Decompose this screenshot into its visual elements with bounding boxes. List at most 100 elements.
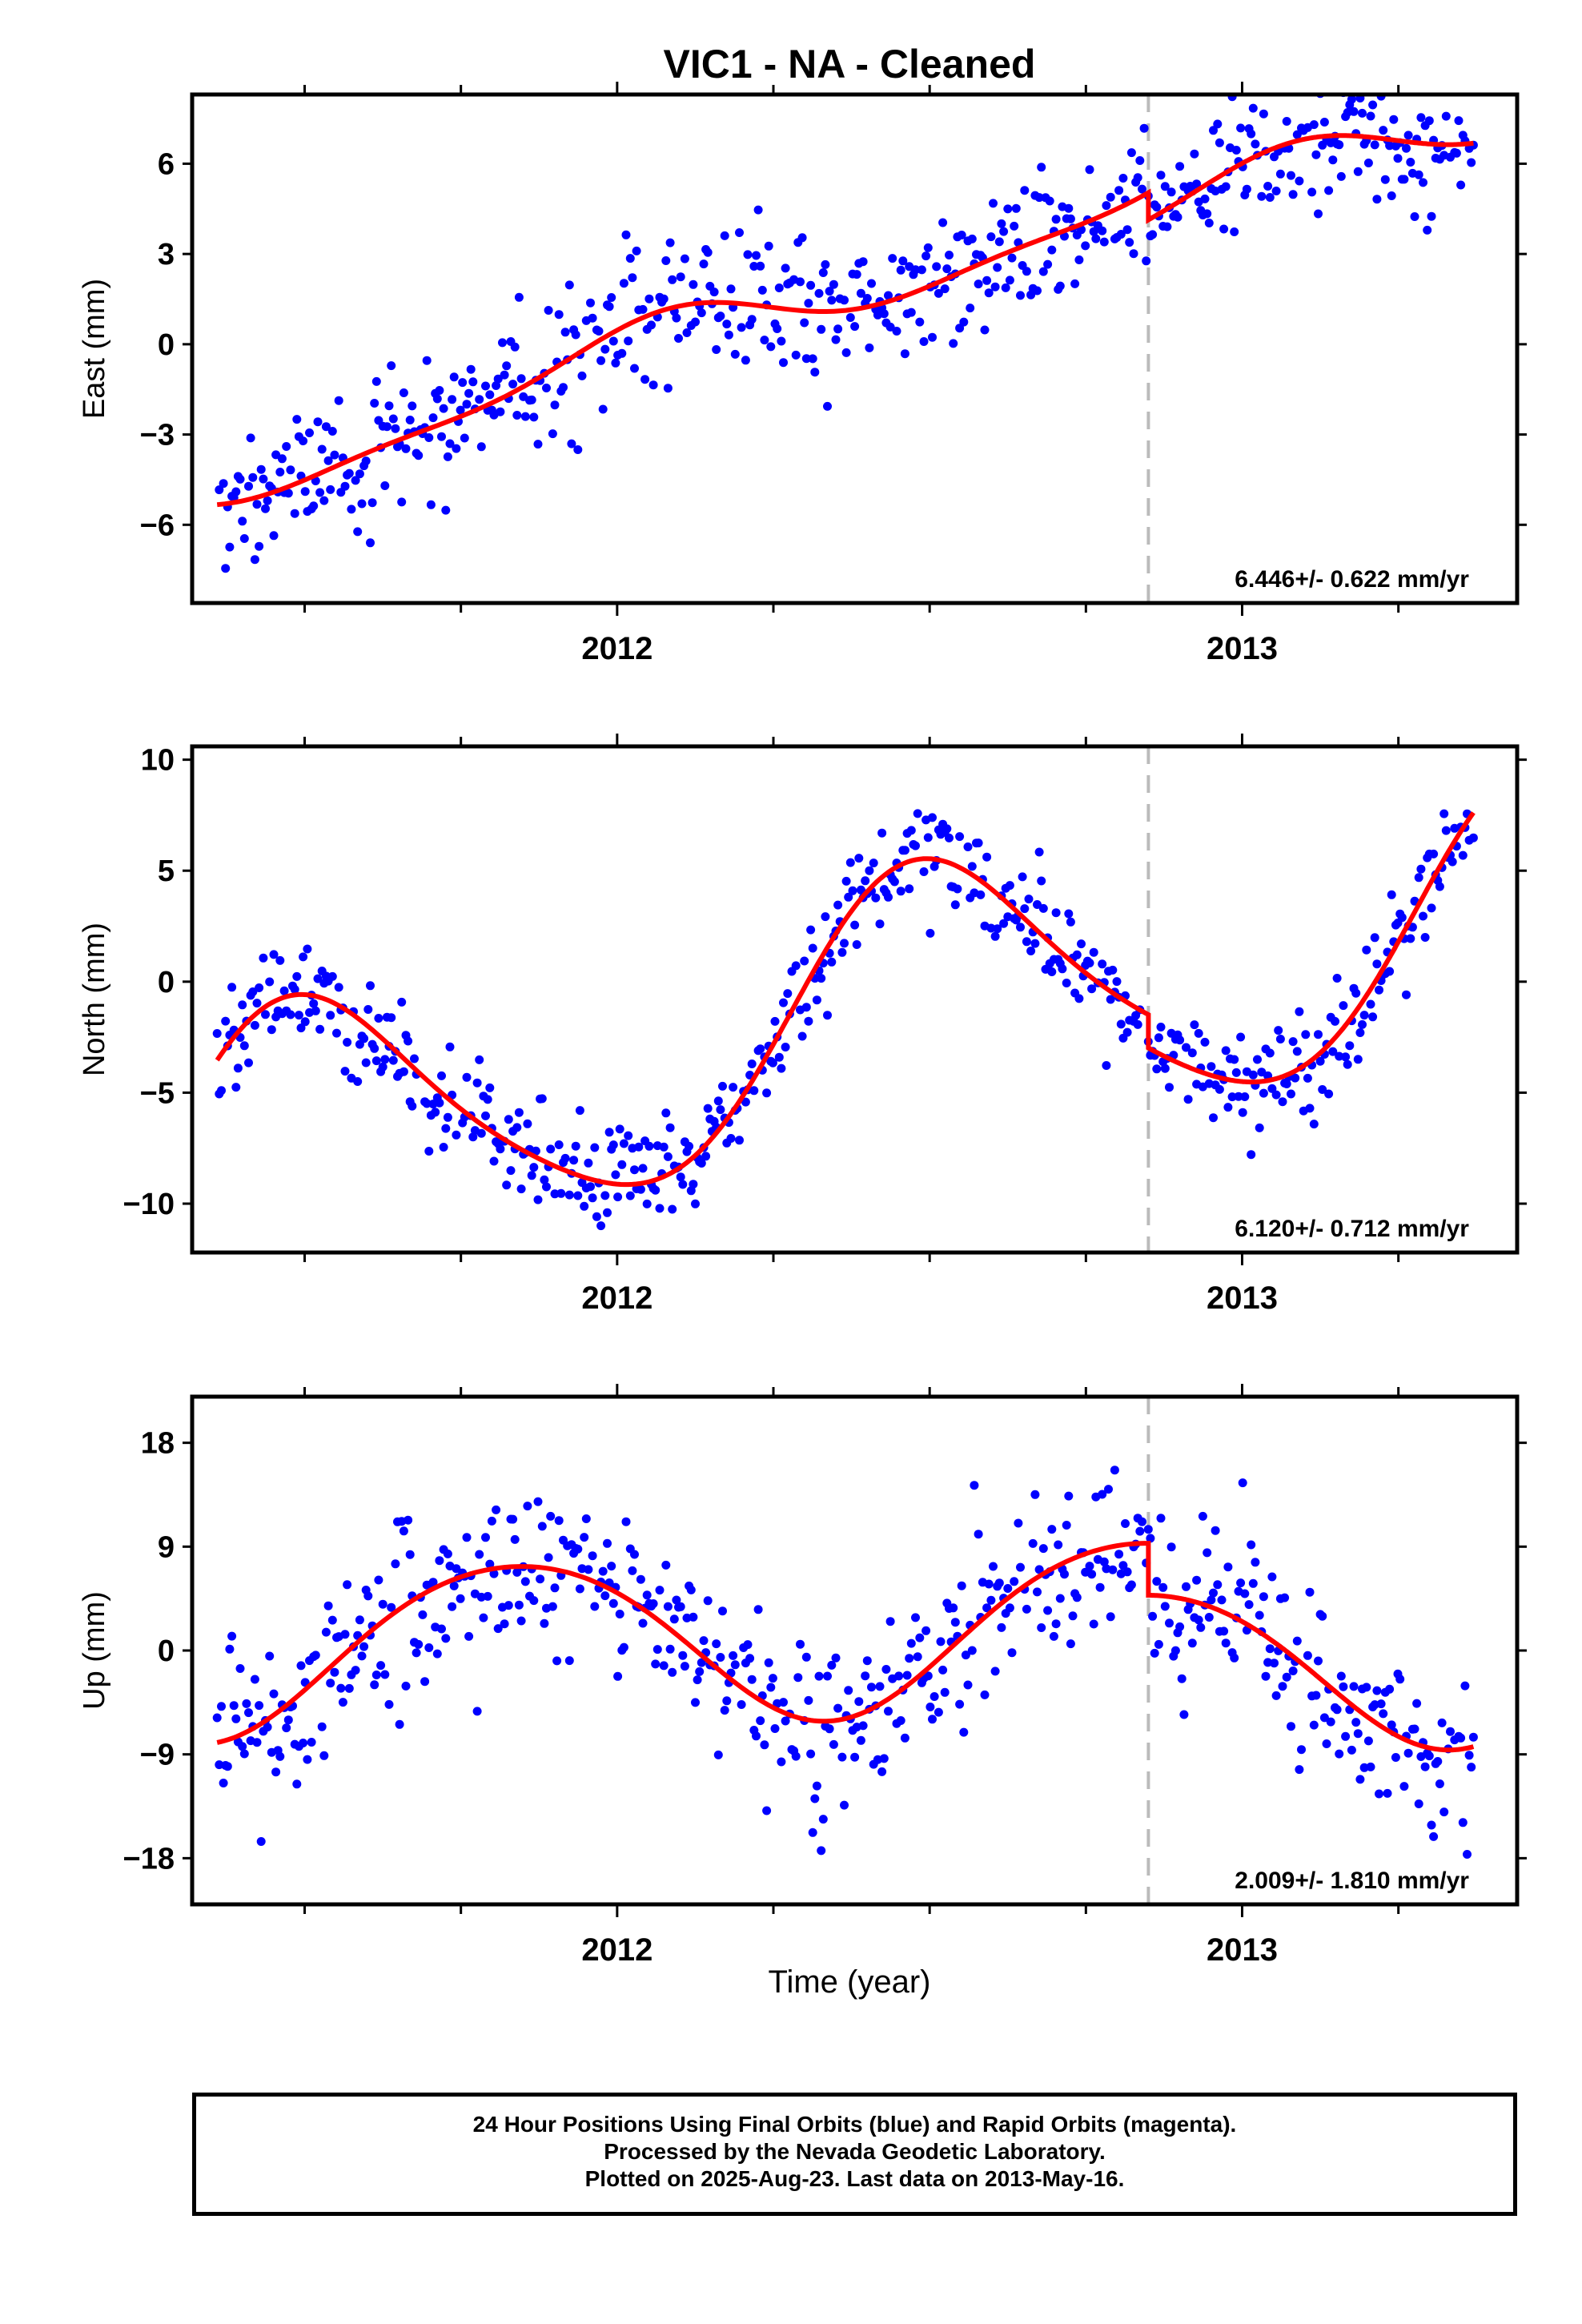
data-point bbox=[286, 465, 295, 475]
data-point bbox=[1005, 1603, 1014, 1613]
data-point bbox=[452, 1564, 461, 1574]
data-point bbox=[1412, 1699, 1422, 1708]
data-point bbox=[1248, 103, 1258, 113]
data-point bbox=[371, 376, 381, 386]
data-point bbox=[611, 1170, 620, 1180]
data-point bbox=[1196, 1622, 1206, 1632]
data-point bbox=[1217, 1595, 1227, 1605]
data-point bbox=[729, 1083, 738, 1092]
data-point bbox=[1305, 1104, 1315, 1113]
data-point bbox=[900, 1733, 909, 1743]
data-point bbox=[1133, 1019, 1142, 1029]
data-point bbox=[1399, 175, 1409, 184]
data-point bbox=[537, 1522, 547, 1531]
data-point bbox=[730, 349, 740, 359]
data-point bbox=[885, 322, 895, 332]
data-point bbox=[841, 876, 851, 886]
data-point bbox=[974, 279, 983, 289]
data-point bbox=[1108, 1565, 1118, 1574]
data-point bbox=[1242, 184, 1251, 194]
data-point bbox=[982, 852, 992, 862]
data-point bbox=[1187, 1638, 1197, 1648]
data-point bbox=[1251, 1558, 1260, 1567]
data-point bbox=[514, 292, 524, 302]
data-point bbox=[881, 1665, 891, 1674]
data-point bbox=[879, 1754, 889, 1763]
data-point bbox=[791, 1751, 801, 1761]
data-point bbox=[945, 833, 954, 842]
data-point bbox=[877, 828, 887, 838]
data-point bbox=[586, 1182, 595, 1192]
data-point bbox=[387, 1602, 396, 1612]
data-point bbox=[296, 1661, 306, 1671]
data-point bbox=[1038, 267, 1048, 276]
data-point bbox=[303, 1755, 312, 1764]
data-point bbox=[791, 961, 801, 971]
data-point bbox=[217, 1702, 226, 1711]
data-point bbox=[581, 1514, 591, 1523]
data-point bbox=[544, 1553, 553, 1562]
data-point bbox=[1376, 1699, 1386, 1709]
data-point bbox=[793, 1673, 803, 1683]
data-point bbox=[485, 1559, 495, 1569]
y-tick-label: −10 bbox=[123, 1188, 175, 1221]
data-point bbox=[1198, 1511, 1207, 1521]
data-point bbox=[1230, 1055, 1239, 1064]
data-point bbox=[590, 1143, 600, 1152]
data-point bbox=[1429, 849, 1439, 858]
data-point bbox=[1301, 1030, 1311, 1039]
model-line bbox=[216, 1541, 1475, 1753]
data-point bbox=[255, 1701, 264, 1711]
data-point bbox=[1375, 985, 1383, 995]
data-point bbox=[659, 1661, 669, 1671]
data-point bbox=[269, 950, 279, 959]
data-point bbox=[1341, 1731, 1351, 1741]
y-tick-label: −18 bbox=[123, 1842, 175, 1876]
data-point bbox=[1001, 283, 1010, 292]
data-point bbox=[1211, 1526, 1220, 1535]
data-point bbox=[823, 1011, 832, 1020]
data-point bbox=[464, 1631, 474, 1641]
data-point bbox=[1177, 1674, 1186, 1683]
data-point bbox=[475, 395, 484, 404]
data-point bbox=[989, 199, 998, 208]
data-point bbox=[299, 952, 308, 962]
data-point bbox=[888, 254, 897, 263]
data-point bbox=[630, 1165, 639, 1175]
data-point bbox=[1314, 1030, 1323, 1039]
data-point bbox=[808, 1827, 817, 1837]
data-point bbox=[713, 1096, 723, 1106]
data-point bbox=[351, 476, 360, 485]
data-point bbox=[1236, 1032, 1246, 1042]
data-point bbox=[818, 268, 828, 277]
data-point bbox=[286, 1010, 295, 1019]
data-point bbox=[672, 313, 681, 323]
data-point bbox=[1458, 1818, 1468, 1827]
data-point bbox=[1018, 872, 1027, 882]
x-tick-label: 2013 bbox=[1207, 1281, 1278, 1316]
data-point bbox=[779, 1698, 788, 1707]
data-point bbox=[508, 1514, 518, 1524]
data-point bbox=[1351, 988, 1361, 998]
data-point bbox=[913, 1652, 922, 1662]
data-point bbox=[1230, 227, 1239, 236]
y-tick-label: −6 bbox=[140, 509, 175, 542]
data-point bbox=[323, 1601, 333, 1610]
data-point bbox=[737, 1700, 746, 1709]
data-point bbox=[1010, 221, 1019, 231]
data-point bbox=[603, 1208, 612, 1217]
data-point bbox=[412, 1648, 421, 1658]
data-point bbox=[1106, 1612, 1115, 1622]
data-point bbox=[915, 1633, 925, 1642]
data-point bbox=[387, 1013, 396, 1023]
data-point bbox=[1274, 1026, 1283, 1035]
data-point bbox=[827, 957, 837, 967]
data-point bbox=[271, 1767, 281, 1777]
data-point bbox=[797, 233, 807, 243]
data-point bbox=[697, 1658, 706, 1667]
data-point bbox=[1439, 1807, 1449, 1817]
data-point bbox=[845, 313, 855, 322]
data-point bbox=[902, 1671, 912, 1680]
data-point bbox=[1295, 1765, 1304, 1775]
data-point bbox=[537, 1094, 547, 1104]
